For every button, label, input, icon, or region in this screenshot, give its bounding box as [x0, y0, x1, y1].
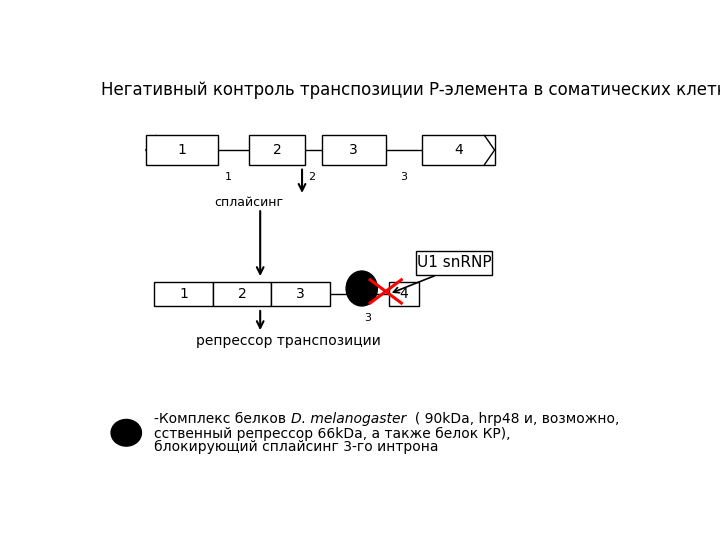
Text: U1 snRNP: U1 snRNP [417, 255, 492, 270]
Text: сственный репрессор 66kDa, а также белок КР),: сственный репрессор 66kDa, а также белок… [154, 427, 510, 441]
Text: 1: 1 [178, 143, 186, 157]
Text: 3: 3 [400, 172, 408, 182]
Text: 2: 2 [273, 143, 282, 157]
Text: сплайсинг: сплайсинг [215, 197, 284, 210]
Text: ( 90kDa, hrp48 и, возможно,: ( 90kDa, hrp48 и, возможно, [406, 412, 619, 426]
Text: 1: 1 [225, 172, 232, 182]
Bar [213, 282, 271, 306]
Bar [249, 136, 305, 165]
Text: Негативный контроль транспозиции P-элемента в соматических клетках: Негативный контроль транспозиции P-элеме… [101, 82, 720, 99]
Text: 1: 1 [179, 287, 188, 301]
Bar [389, 282, 419, 306]
Text: 3: 3 [364, 313, 371, 323]
Text: 4: 4 [454, 143, 463, 157]
Ellipse shape [111, 420, 141, 446]
Bar [422, 136, 495, 165]
Text: 3: 3 [349, 143, 358, 157]
Text: блокирующий сплайсинг 3-го интрона: блокирующий сплайсинг 3-го интрона [154, 440, 438, 454]
Ellipse shape [346, 271, 377, 306]
Text: -Комплекс белков: -Комплекс белков [154, 412, 291, 426]
Bar [416, 251, 492, 275]
Text: репрессор транспозиции: репрессор транспозиции [196, 334, 381, 348]
Bar [154, 282, 213, 306]
Text: 3: 3 [296, 287, 305, 301]
Bar [271, 282, 330, 306]
Text: D. melanogaster: D. melanogaster [291, 412, 406, 426]
Text: 2: 2 [309, 172, 315, 182]
Bar [322, 136, 386, 165]
Bar [145, 136, 218, 165]
Text: 4: 4 [400, 287, 408, 301]
Text: 2: 2 [238, 287, 246, 301]
